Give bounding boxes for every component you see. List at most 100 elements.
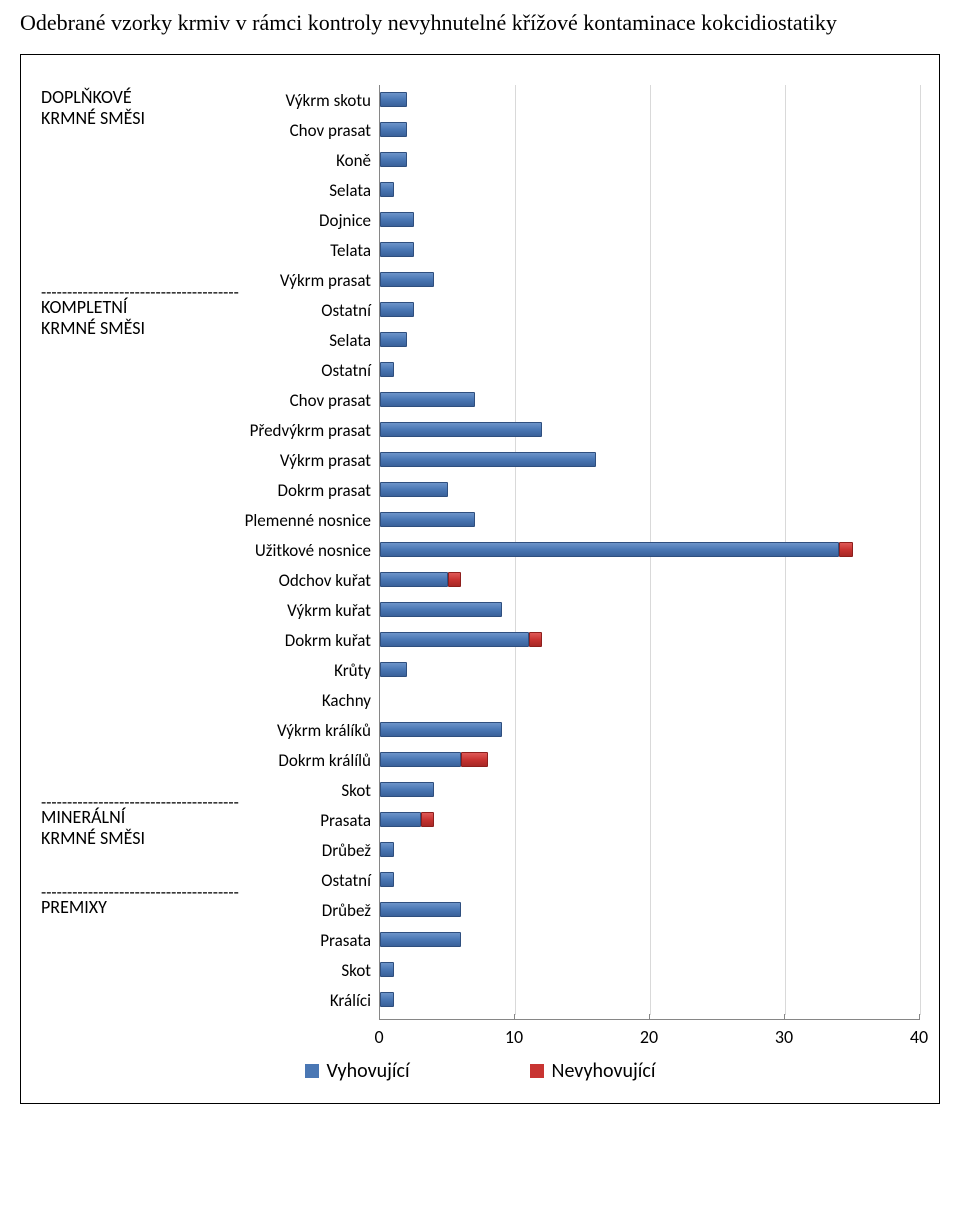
category-label: Selata bbox=[200, 175, 379, 205]
category-label: Kachny bbox=[200, 685, 379, 715]
bar-vyhovujici bbox=[380, 902, 461, 917]
x-tick-mark bbox=[514, 1014, 515, 1020]
legend-swatch bbox=[305, 1064, 319, 1078]
bar-vyhovujici bbox=[380, 332, 407, 347]
bar-row bbox=[380, 535, 919, 565]
bar-row bbox=[380, 955, 919, 985]
group-label: DOPLŇKOVÉ KRMNÉ SMĚSI bbox=[41, 87, 196, 128]
bar-row bbox=[380, 715, 919, 745]
bar-vyhovujici bbox=[380, 512, 475, 527]
bar-vyhovujici bbox=[380, 812, 421, 827]
bar-vyhovujici bbox=[380, 962, 394, 977]
bar-nevyhovujici bbox=[421, 812, 435, 827]
x-tick-label: 10 bbox=[505, 1026, 523, 1048]
bar-row bbox=[380, 265, 919, 295]
bar-nevyhovujici bbox=[448, 572, 462, 587]
bar-vyhovujici bbox=[380, 182, 394, 197]
category-label: Dojnice bbox=[200, 205, 379, 235]
x-tick-label: 0 bbox=[374, 1026, 383, 1048]
bar-row bbox=[380, 985, 919, 1015]
bar-vyhovujici bbox=[380, 542, 839, 557]
category-label: Prasata bbox=[200, 925, 379, 955]
bar-row bbox=[380, 325, 919, 355]
bar-row bbox=[380, 175, 919, 205]
bar-vyhovujici bbox=[380, 722, 502, 737]
bar-vyhovujici bbox=[380, 482, 448, 497]
category-label: Plemenné nosnice bbox=[200, 505, 379, 535]
category-label: Chov prasat bbox=[200, 115, 379, 145]
bar-vyhovujici bbox=[380, 272, 434, 287]
bar-row bbox=[380, 505, 919, 535]
x-tick-label: 20 bbox=[640, 1026, 658, 1048]
bar-vyhovujici bbox=[380, 782, 434, 797]
bar-vyhovujici bbox=[380, 872, 394, 887]
bar-vyhovujici bbox=[380, 242, 414, 257]
bar-nevyhovujici bbox=[461, 752, 488, 767]
category-label: Odchov kuřat bbox=[200, 565, 379, 595]
bar-row bbox=[380, 475, 919, 505]
bar-vyhovujici bbox=[380, 452, 596, 467]
bar-row bbox=[380, 385, 919, 415]
group-label-column: DOPLŇKOVÉ KRMNÉ SMĚSI-------------------… bbox=[41, 85, 200, 1015]
bar-row bbox=[380, 355, 919, 385]
category-label: Dokrm prasat bbox=[200, 475, 379, 505]
bar-vyhovujici bbox=[380, 572, 448, 587]
bar-row bbox=[380, 415, 919, 445]
category-label: Krůty bbox=[200, 655, 379, 685]
bar-row bbox=[380, 775, 919, 805]
category-label: Ostatní bbox=[200, 355, 379, 385]
bar-vyhovujici bbox=[380, 842, 394, 857]
chart-frame: DOPLŇKOVÉ KRMNÉ SMĚSI-------------------… bbox=[20, 54, 940, 1104]
bar-vyhovujici bbox=[380, 752, 461, 767]
category-label: Výkrm skotu bbox=[200, 85, 379, 115]
x-tick-mark bbox=[784, 1014, 785, 1020]
bar-row bbox=[380, 925, 919, 955]
category-label: Králíci bbox=[200, 985, 379, 1015]
plot-area bbox=[379, 85, 919, 1015]
group-label: PREMIXY bbox=[41, 897, 196, 918]
category-label: Koně bbox=[200, 145, 379, 175]
bar-row bbox=[380, 835, 919, 865]
bar-row bbox=[380, 865, 919, 895]
bar-vyhovujici bbox=[380, 152, 407, 167]
x-axis: 010203040 bbox=[379, 1019, 919, 1049]
bar-row bbox=[380, 655, 919, 685]
category-label: Výkrm prasat bbox=[200, 445, 379, 475]
bar-row bbox=[380, 85, 919, 115]
bar-vyhovujici bbox=[380, 422, 542, 437]
bar-row bbox=[380, 145, 919, 175]
bar-vyhovujici bbox=[380, 932, 461, 947]
bar-vyhovujici bbox=[380, 212, 414, 227]
bar-vyhovujici bbox=[380, 92, 407, 107]
bar-row bbox=[380, 805, 919, 835]
category-label: Výkrm kuřat bbox=[200, 595, 379, 625]
x-tick-mark bbox=[379, 1014, 380, 1020]
x-tick-label: 40 bbox=[910, 1026, 928, 1048]
group-label: KOMPLETNÍ KRMNÉ SMĚSI bbox=[41, 297, 196, 338]
bar-row bbox=[380, 445, 919, 475]
bar-vyhovujici bbox=[380, 362, 394, 377]
page-title: Odebrané vzorky krmiv v rámci kontroly n… bbox=[20, 10, 940, 36]
bar-vyhovujici bbox=[380, 992, 394, 1007]
category-label: Chov prasat bbox=[200, 385, 379, 415]
bar-row bbox=[380, 565, 919, 595]
x-tick-mark bbox=[919, 1014, 920, 1020]
bar-nevyhovujici bbox=[839, 542, 853, 557]
legend-label: Nevyhovující bbox=[552, 1059, 656, 1083]
bar-vyhovujici bbox=[380, 122, 407, 137]
category-label: Dokrm králílů bbox=[200, 745, 379, 775]
bar-row bbox=[380, 115, 919, 145]
category-label: Selata bbox=[200, 325, 379, 355]
bar-vyhovujici bbox=[380, 662, 407, 677]
legend-swatch bbox=[530, 1064, 544, 1078]
bar-row bbox=[380, 295, 919, 325]
plot-column: 010203040 bbox=[379, 85, 919, 1049]
legend-label: Vyhovující bbox=[327, 1059, 410, 1083]
bar-nevyhovujici bbox=[529, 632, 543, 647]
category-label-column: Výkrm skotuChov prasatKoněSelataDojniceT… bbox=[200, 85, 379, 1049]
bar-row bbox=[380, 235, 919, 265]
legend: Vyhovující Nevyhovující bbox=[41, 1059, 919, 1083]
category-label: Výkrm králíků bbox=[200, 715, 379, 745]
bar-vyhovujici bbox=[380, 602, 502, 617]
x-tick-mark bbox=[649, 1014, 650, 1020]
